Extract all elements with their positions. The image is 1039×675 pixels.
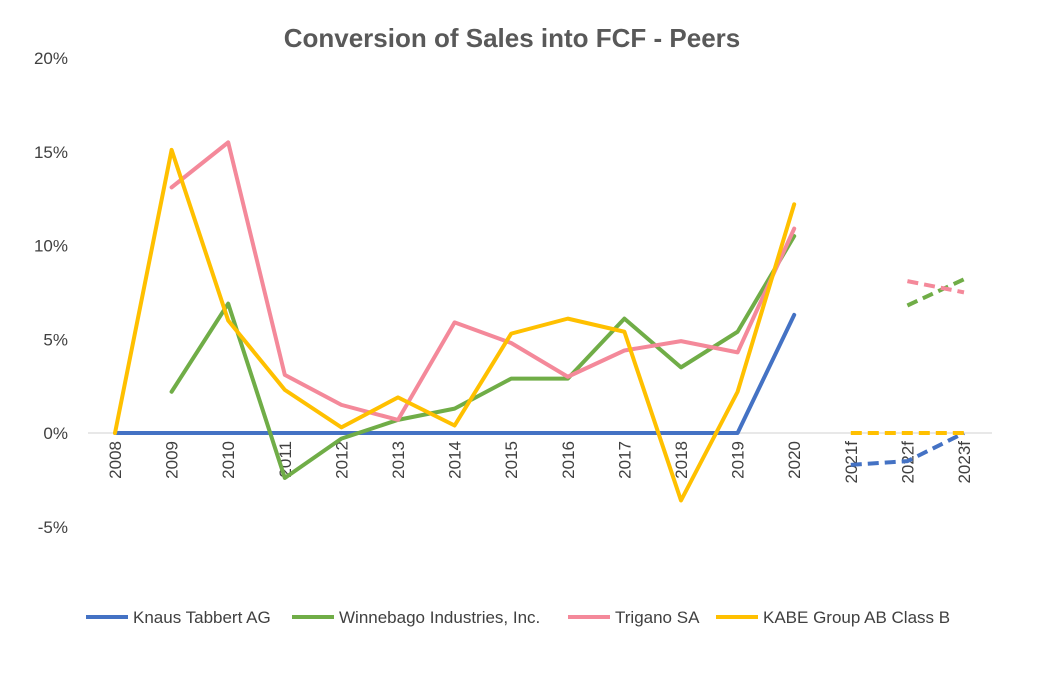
series-line	[113, 147, 797, 503]
y-tick-label: -5%	[38, 518, 68, 537]
x-tick-label: 2012	[332, 441, 351, 479]
x-tick-label: 2010	[219, 441, 238, 479]
y-tick-label: 0%	[43, 424, 68, 443]
axes-group: -5%0%5%10%15%20%2008 2009 2010 2011 2012 2013…	[34, 49, 992, 537]
x-tick-label: 2013	[389, 441, 408, 479]
legend-label: Knaus Tabbert AG	[133, 608, 271, 627]
series-forecast-line	[907, 279, 965, 295]
series-0	[113, 312, 965, 467]
series-3	[113, 147, 964, 503]
series-forecast-line	[850, 431, 965, 467]
series-line	[169, 234, 797, 480]
x-tick-label: 2015	[502, 441, 521, 479]
series-line	[113, 312, 797, 435]
x-tick-label: 2020	[785, 441, 804, 479]
series-1	[169, 234, 965, 480]
legend-item: Trigano SA	[568, 608, 700, 627]
series-line	[169, 140, 797, 422]
legend-item: KABE Group AB Class B	[716, 608, 950, 627]
series-forecast-line	[906, 277, 965, 308]
x-tick-label: 2023f	[955, 441, 974, 484]
y-tick-label: 20%	[34, 49, 68, 68]
x-tick-label: 2018	[672, 441, 691, 479]
legend-label: Trigano SA	[615, 608, 700, 627]
x-tick-label: 2017	[615, 441, 634, 479]
x-tick-label: 2016	[559, 441, 578, 479]
legend: Knaus Tabbert AG Winnebago Industries, In…	[86, 608, 950, 627]
x-tick-label: 2014	[446, 441, 465, 479]
series-group	[113, 140, 965, 503]
y-tick-label: 15%	[34, 143, 68, 162]
x-tick-label: 2019	[729, 441, 748, 479]
x-tick-label: 2008	[106, 441, 125, 479]
series-2	[169, 140, 965, 422]
legend-item: Winnebago Industries, Inc.	[292, 608, 540, 627]
x-tick-label: 2021f	[842, 441, 861, 484]
legend-item: Knaus Tabbert AG	[86, 608, 271, 627]
y-tick-label: 10%	[34, 237, 68, 256]
chart-title: Conversion of Sales into FCF - Peers	[284, 23, 741, 53]
legend-label: KABE Group AB Class B	[763, 608, 950, 627]
y-tick-label: 5%	[43, 330, 68, 349]
legend-label: Winnebago Industries, Inc.	[339, 608, 540, 627]
x-tick-label: 2009	[163, 441, 182, 479]
